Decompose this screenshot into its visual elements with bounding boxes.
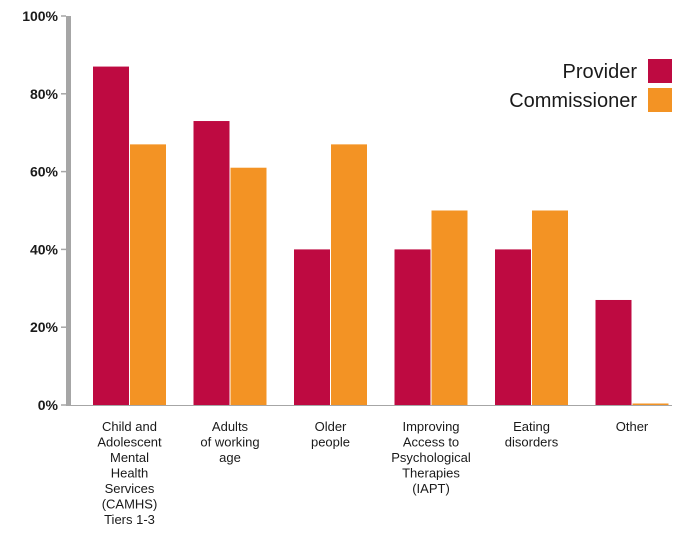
legend-swatch-provider — [648, 59, 672, 83]
x-category-label-line: (CAMHS) — [102, 497, 158, 512]
bar-provider-2 — [294, 249, 330, 405]
legend-label-provider: Provider — [563, 61, 638, 83]
x-category-label-line: Mental — [110, 450, 149, 465]
bar-commissioner-2 — [331, 144, 367, 405]
x-category-label: Child and Adolescent Mental Health Services(… — [97, 419, 162, 527]
legend-label-commissioner: Commissioner — [509, 90, 637, 112]
x-category-label-line: Other — [616, 419, 649, 434]
x-category-label-line: Eating — [513, 419, 550, 434]
x-category-label-line: Tiers 1-3 — [104, 512, 155, 527]
y-axis: 0% 20% 40% 60% 80% 100% — [22, 8, 672, 413]
x-category-label-line: (IAPT) — [412, 481, 450, 496]
legend: Provider Commissioner — [509, 59, 672, 112]
bar-provider-0 — [93, 66, 129, 405]
bar-provider-5 — [595, 299, 632, 405]
x-category-label: Older people — [311, 419, 350, 450]
x-category-label-line: Health — [111, 466, 149, 481]
bar-commissioner-1 — [230, 167, 267, 405]
x-category-label-line: age — [219, 450, 241, 465]
x-category-label: Other — [616, 419, 649, 434]
x-category-label: Adults of working age — [200, 419, 259, 465]
y-tick-label: 0% — [38, 397, 59, 413]
x-category-label-line: Services — [105, 481, 155, 496]
bar-provider-1 — [193, 121, 230, 405]
y-tick-label: 80% — [30, 86, 59, 102]
bar-commissioner-0 — [130, 144, 166, 405]
y-tick-label: 40% — [30, 241, 59, 257]
x-category-label-line: Adolescent — [97, 435, 162, 450]
x-axis-labels: Child and Adolescent Mental Health Services(… — [97, 419, 649, 527]
bars — [93, 66, 669, 405]
y-tick-label: 20% — [30, 319, 59, 335]
bar-provider-4 — [495, 249, 531, 405]
x-category-label-line: disorders — [505, 435, 559, 450]
x-category-label-line: Adults — [212, 419, 249, 434]
bar-commissioner-3 — [431, 210, 468, 405]
legend-swatch-commissioner — [648, 88, 672, 112]
x-category-label-line: of working — [200, 435, 259, 450]
bar-provider-3 — [394, 249, 431, 405]
x-category-label-line: Access to — [403, 435, 459, 450]
x-category-label-line: Child and — [102, 419, 157, 434]
x-category-label-line: Therapies — [402, 466, 460, 481]
bar-commissioner-4 — [532, 210, 568, 405]
y-axis-line — [66, 16, 71, 405]
y-tick-label: 60% — [30, 164, 59, 180]
x-category-label-line: people — [311, 435, 350, 450]
x-category-label-line: Improving — [402, 419, 459, 434]
x-category-label-line: Older — [315, 419, 347, 434]
x-category-label: Eating disorders — [505, 419, 559, 450]
x-category-label-line: Psychological — [391, 450, 471, 465]
x-category-label: Improving Access to Psychological Therapies… — [391, 419, 471, 496]
y-tick-label: 100% — [22, 8, 58, 24]
bar-commissioner-5 — [632, 403, 669, 405]
